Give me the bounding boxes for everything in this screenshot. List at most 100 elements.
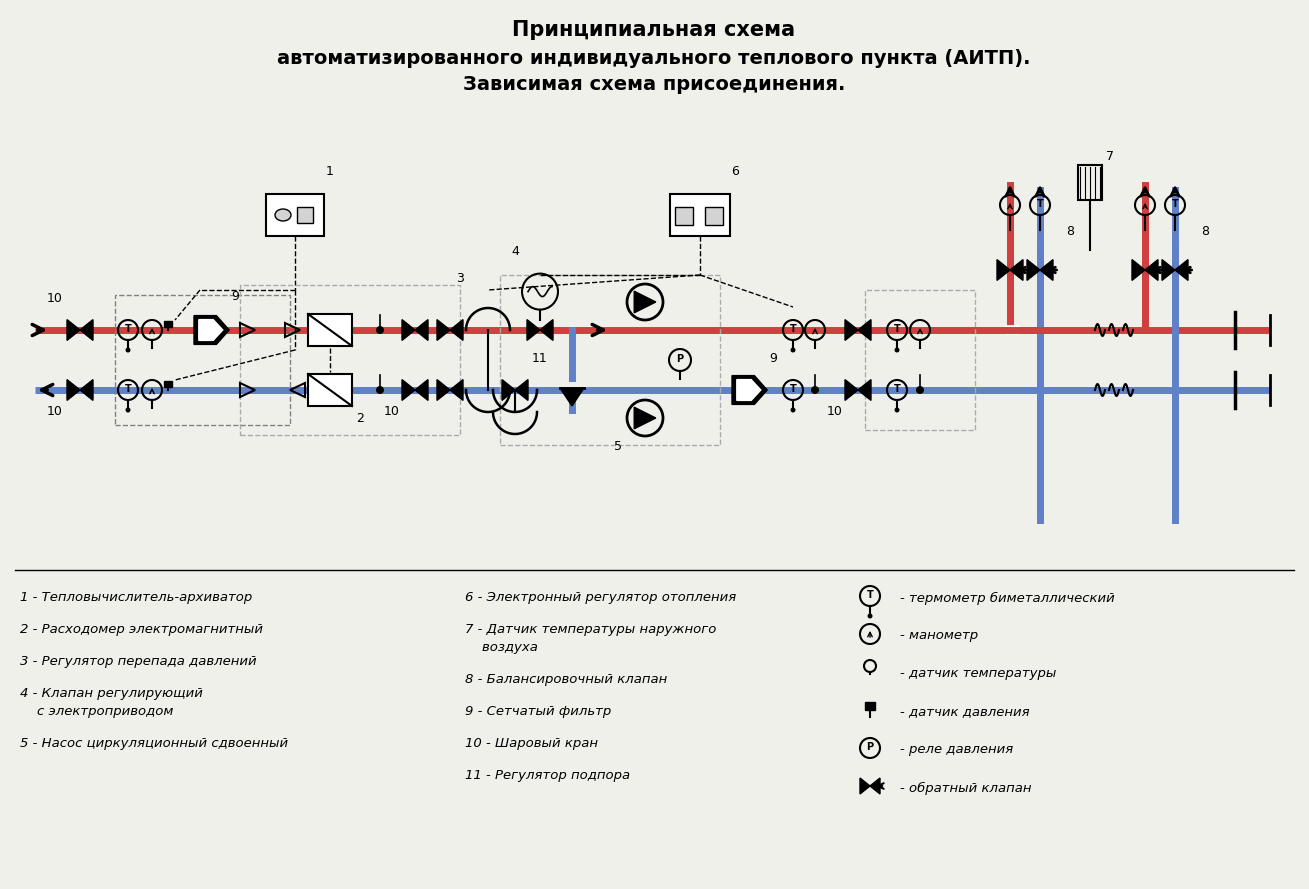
Polygon shape — [450, 320, 463, 340]
Circle shape — [894, 407, 899, 412]
Text: воздуха: воздуха — [465, 642, 538, 654]
Bar — [308, 314, 352, 346]
Polygon shape — [1028, 260, 1039, 280]
Text: - термометр биметаллический: - термометр биметаллический — [901, 591, 1115, 605]
Text: 10: 10 — [384, 405, 401, 418]
Text: - манометр: - манометр — [901, 629, 978, 643]
Polygon shape — [501, 380, 514, 400]
Text: T: T — [789, 385, 796, 395]
Text: T: T — [124, 324, 131, 334]
Text: 5 - Насос циркуляционный сдвоенный: 5 - Насос циркуляционный сдвоенный — [20, 738, 288, 750]
Text: 8 - Балансировочный клапан: 8 - Балансировочный клапан — [465, 674, 668, 686]
Polygon shape — [1175, 260, 1189, 280]
Polygon shape — [1145, 260, 1158, 280]
Polygon shape — [560, 388, 584, 406]
Text: T: T — [789, 324, 796, 334]
Polygon shape — [437, 320, 450, 340]
Text: 1: 1 — [326, 165, 334, 178]
Text: P: P — [867, 742, 873, 752]
Text: T: T — [894, 324, 901, 334]
Polygon shape — [860, 778, 870, 794]
Bar — [297, 207, 313, 223]
Polygon shape — [541, 320, 552, 340]
Polygon shape — [1039, 260, 1052, 280]
Text: 11 - Регулятор подпора: 11 - Регулятор подпора — [465, 770, 630, 782]
Bar — [308, 374, 352, 406]
Circle shape — [916, 386, 924, 394]
Text: - реле давления: - реле давления — [901, 743, 1013, 757]
Bar — [115, 295, 291, 425]
Circle shape — [126, 407, 131, 412]
Polygon shape — [67, 380, 80, 400]
Polygon shape — [870, 778, 880, 794]
Circle shape — [894, 348, 899, 353]
Bar — [865, 702, 874, 710]
Polygon shape — [402, 380, 415, 400]
Text: T: T — [894, 385, 901, 395]
Circle shape — [126, 348, 131, 353]
Text: T: T — [1172, 199, 1178, 209]
Polygon shape — [857, 320, 870, 340]
Text: 2 - Расходомер электромагнитный: 2 - Расходомер электромагнитный — [20, 623, 263, 637]
Bar — [675, 207, 692, 225]
Text: 9: 9 — [232, 290, 240, 303]
Text: с электроприводом: с электроприводом — [20, 706, 173, 718]
Text: 3: 3 — [456, 272, 463, 285]
Text: 10: 10 — [47, 292, 63, 305]
Bar — [670, 194, 730, 236]
Circle shape — [376, 326, 384, 334]
Polygon shape — [437, 380, 450, 400]
Text: Зависимая схема присоединения.: Зависимая схема присоединения. — [463, 76, 846, 94]
Text: T: T — [867, 590, 873, 600]
Text: 6: 6 — [730, 165, 740, 178]
Ellipse shape — [275, 209, 291, 221]
Polygon shape — [846, 320, 857, 340]
Polygon shape — [857, 380, 870, 400]
Text: T: T — [1037, 199, 1043, 209]
Text: 4 - Клапан регулирующий: 4 - Клапан регулирующий — [20, 687, 203, 701]
Polygon shape — [415, 380, 428, 400]
Polygon shape — [450, 380, 463, 400]
Text: 10 - Шаровый кран: 10 - Шаровый кран — [465, 738, 598, 750]
Text: 2: 2 — [356, 412, 364, 425]
Polygon shape — [634, 407, 656, 428]
Text: 4: 4 — [511, 245, 518, 258]
Text: - датчик давления: - датчик давления — [901, 706, 1030, 718]
Text: 8: 8 — [1200, 225, 1210, 238]
Text: Принципиальная схема: Принципиальная схема — [512, 20, 796, 40]
Text: 1 - Тепловычислитель-архиватор: 1 - Тепловычислитель-архиватор — [20, 591, 253, 605]
Text: 10: 10 — [47, 405, 63, 418]
Polygon shape — [1132, 260, 1145, 280]
Circle shape — [812, 386, 819, 394]
Circle shape — [791, 407, 796, 412]
Bar — [706, 207, 723, 225]
Polygon shape — [997, 260, 1011, 280]
Bar — [266, 194, 325, 236]
Polygon shape — [737, 380, 761, 400]
Polygon shape — [732, 375, 767, 404]
Text: 7: 7 — [1106, 150, 1114, 163]
Bar — [164, 321, 171, 327]
Text: 6 - Электронный регулятор отопления: 6 - Электронный регулятор отопления — [465, 591, 736, 605]
Polygon shape — [80, 320, 93, 340]
Circle shape — [376, 386, 384, 394]
Polygon shape — [199, 320, 223, 340]
Bar — [240, 285, 459, 435]
Text: 10: 10 — [827, 405, 843, 418]
Polygon shape — [415, 320, 428, 340]
Text: автоматизированного индивидуального теплового пункта (АИТП).: автоматизированного индивидуального тепл… — [278, 49, 1030, 68]
Polygon shape — [528, 320, 541, 340]
Polygon shape — [194, 316, 229, 344]
Bar — [865, 290, 975, 430]
Text: 8: 8 — [1066, 225, 1073, 238]
Text: 3 - Регулятор перепада давлений: 3 - Регулятор перепада давлений — [20, 655, 257, 669]
Circle shape — [791, 348, 796, 353]
Text: 7 - Датчик температуры наружного: 7 - Датчик температуры наружного — [465, 623, 716, 637]
Text: 11: 11 — [533, 352, 548, 365]
Polygon shape — [67, 320, 80, 340]
Polygon shape — [402, 320, 415, 340]
Text: P: P — [677, 355, 683, 364]
Polygon shape — [634, 292, 656, 313]
Polygon shape — [1011, 260, 1024, 280]
Polygon shape — [846, 380, 857, 400]
